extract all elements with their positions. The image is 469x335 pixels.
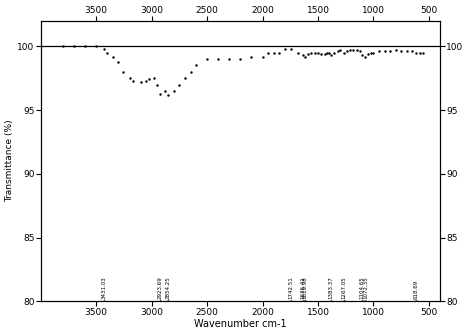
Text: 2854.25: 2854.25 [166,276,170,299]
Text: 1383.37: 1383.37 [328,276,333,299]
Y-axis label: Transmittance (%): Transmittance (%) [6,120,15,202]
Text: 1636.41: 1636.41 [300,276,305,299]
Text: 1072.35: 1072.35 [363,276,368,299]
Text: 1742.51: 1742.51 [288,276,294,299]
Text: 1619.98: 1619.98 [302,276,307,299]
Text: 1267.05: 1267.05 [341,276,346,299]
Text: 2923.69: 2923.69 [158,276,163,299]
Text: 1104.65: 1104.65 [359,276,364,299]
X-axis label: Wavenumber cm-1: Wavenumber cm-1 [194,320,287,329]
Text: 3431.03: 3431.03 [101,276,106,299]
Text: 618.69: 618.69 [413,280,418,299]
